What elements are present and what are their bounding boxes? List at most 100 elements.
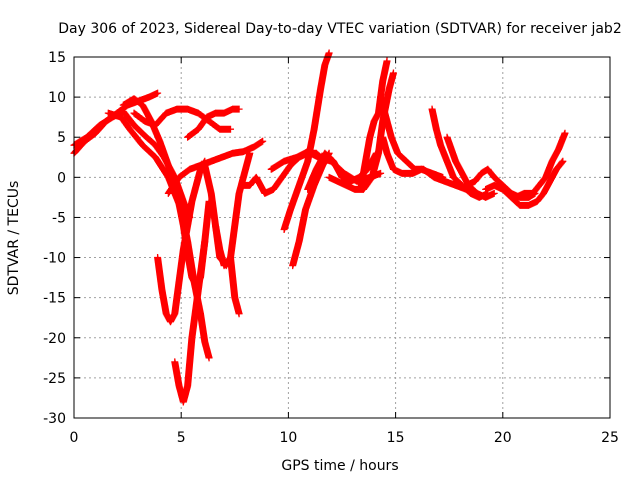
data-point — [557, 148, 560, 151]
data-point — [272, 188, 275, 191]
data-point — [381, 120, 384, 122]
data-point — [261, 140, 264, 143]
data-point — [223, 264, 225, 267]
series-s22 — [443, 133, 498, 201]
data-point — [107, 112, 110, 114]
data-point — [143, 134, 146, 137]
data-point — [242, 150, 245, 153]
data-point — [469, 192, 472, 195]
data-point — [493, 184, 496, 187]
y-axis-label: SDTVAR / TECUs — [6, 181, 22, 296]
data-point — [122, 110, 125, 113]
data-point — [433, 176, 435, 179]
data-point — [178, 176, 180, 179]
data-point — [388, 88, 390, 90]
data-point — [281, 176, 283, 179]
data-point — [461, 172, 463, 175]
data-point — [291, 264, 294, 267]
data-point — [296, 156, 298, 159]
data-point — [158, 140, 161, 143]
data-point — [493, 192, 496, 195]
series-s9 — [164, 137, 267, 197]
data-point — [454, 184, 457, 187]
data-point — [133, 124, 135, 126]
data-point — [86, 136, 88, 139]
data-point — [208, 120, 210, 122]
series-s15 — [289, 149, 333, 270]
data-point — [122, 104, 125, 106]
data-point — [223, 112, 225, 114]
data-point — [390, 136, 393, 139]
data-point — [336, 180, 339, 183]
data-point — [218, 248, 221, 251]
data-point — [396, 152, 399, 155]
series-s25 — [512, 129, 569, 201]
data-point — [527, 196, 530, 199]
data-point — [319, 88, 322, 90]
data-point — [156, 256, 159, 259]
data-point — [197, 112, 200, 114]
data-point — [486, 168, 489, 171]
data-point — [306, 160, 309, 163]
data-point — [362, 188, 365, 191]
data-point — [474, 180, 476, 183]
data-point — [173, 361, 176, 363]
x-tick-label: 20 — [494, 430, 512, 446]
data-point — [238, 192, 240, 195]
data-point — [197, 128, 200, 130]
series-markers — [289, 149, 333, 270]
data-point — [354, 188, 356, 191]
data-point — [197, 288, 200, 291]
data-point — [191, 200, 193, 203]
data-point — [167, 164, 170, 167]
data-point — [446, 160, 448, 163]
data-point — [328, 176, 330, 179]
data-point — [381, 80, 384, 82]
data-point — [341, 176, 343, 179]
series-s5 — [171, 238, 209, 406]
data-point — [253, 146, 255, 148]
x-tick-label: 0 — [70, 430, 79, 446]
data-point — [186, 136, 189, 139]
data-point — [324, 152, 326, 155]
data-point — [298, 240, 300, 243]
x-tick-label: 10 — [279, 430, 297, 446]
data-point — [527, 204, 530, 207]
y-tick-label: -15 — [43, 291, 66, 307]
data-point — [98, 124, 101, 126]
data-point — [411, 172, 414, 175]
data-point — [195, 184, 198, 187]
y-tick-label: -5 — [52, 210, 66, 226]
data-point — [332, 160, 335, 163]
data-layer — [70, 49, 569, 406]
data-point — [379, 172, 382, 175]
y-tick-label: 5 — [57, 130, 66, 146]
y-tick-label: -30 — [43, 411, 66, 427]
data-point — [493, 176, 496, 179]
data-point — [542, 192, 545, 195]
data-point — [221, 156, 223, 159]
data-point — [208, 357, 210, 359]
data-point — [386, 152, 388, 155]
data-point — [502, 184, 504, 187]
data-point — [392, 72, 395, 74]
data-point — [452, 176, 455, 179]
data-point — [161, 288, 163, 291]
data-point — [549, 180, 551, 183]
data-point — [199, 164, 202, 167]
data-point — [401, 172, 403, 175]
data-point — [381, 136, 384, 139]
data-point — [444, 180, 446, 183]
series-s24 — [482, 157, 567, 209]
data-point — [214, 112, 217, 114]
x-tick-label: 15 — [387, 430, 405, 446]
data-point — [141, 104, 144, 106]
plot-frame — [73, 56, 611, 419]
data-point — [182, 200, 185, 203]
data-point — [191, 276, 193, 279]
data-point — [203, 340, 206, 343]
series-s8 — [130, 105, 235, 133]
data-point — [435, 128, 438, 130]
data-point — [178, 385, 180, 387]
